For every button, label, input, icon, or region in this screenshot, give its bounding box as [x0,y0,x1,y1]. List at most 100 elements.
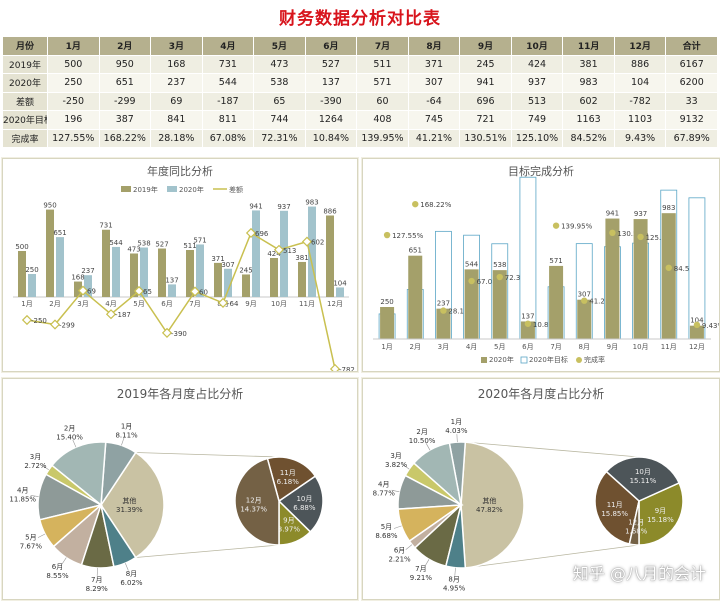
x-tick-label: 2月 [49,300,60,308]
diff-label: 69 [87,288,96,296]
slice-label-name: 5月 [25,533,36,541]
diff-label: -64 [227,300,239,308]
header-cell: 4月 [201,36,255,56]
sub-slice-label-pct: 15.11% [630,477,657,485]
table-cell: 387 [98,110,152,130]
x-tick-label: 8月 [579,343,590,351]
rate-label: 84.52% [674,265,701,273]
sub-pie-slice [638,481,684,546]
table-cell: 33 [665,91,718,111]
target-chart-panel: 目标完成分析 250 127.55% 1月 651 168.22% 2月 237 28.18%… [362,158,720,372]
connector-line [135,452,280,458]
table-row: 2019年 500 950 168 731 473 527 511 371 24… [2,54,718,74]
bar-2020 [56,237,64,297]
bar-label-2019: 424 [267,250,281,258]
leader-line [121,437,125,446]
table-cell: 602 [562,91,615,111]
slice-label-pct: 6.02% [120,579,143,587]
actual-bar-label: 237 [437,300,450,308]
table-cell: 1264 [304,110,358,130]
actual-bar-label: 104 [690,317,704,325]
bar-2019 [74,281,82,297]
slice-label-name: 8月 [126,570,137,578]
bar-label-2019: 371 [211,255,224,263]
table-cell: 9132 [665,110,718,130]
table-row: 差额 -250 -299 69 -187 65 -390 60 -64 696 … [2,91,718,111]
slice-label-pct: 3.82% [385,461,408,469]
table-cell: 811 [201,110,255,130]
slice-label-pct: 10.50% [409,437,436,445]
diff-marker [245,227,257,239]
table-cell: 6200 [665,73,718,93]
x-tick-label: 9月 [245,300,256,308]
slice-label-name: 3月 [390,452,401,460]
header-cell: 8月 [407,36,461,56]
watermark: 知乎 @八月的会计 [572,564,706,583]
actual-bar-label: 571 [549,257,562,265]
diff-label: -390 [171,330,187,338]
table-cell: -390 [304,91,358,111]
table-cell: 125.10% [510,128,564,148]
table-cell: 307 [407,73,461,93]
slice-label-pct: 15.40% [56,434,83,442]
bar-label-2019: 950 [43,202,56,210]
x-tick-label: 6月 [522,343,533,351]
row-label: 差额 [2,91,48,111]
slice-label-pct: 7.67% [20,542,43,550]
table-cell: 500 [47,54,100,74]
rate-marker [440,307,447,314]
slice-label-name: 7月 [91,576,102,584]
sub-slice-label-name: 12月 [246,496,262,504]
header-cell: 2月 [98,36,152,56]
rate-marker [552,222,560,229]
pie-2019-title: 2019年各月度占比分析 [116,387,244,401]
actual-bar-label: 941 [606,210,619,218]
bar-label-2020: 937 [277,203,290,211]
slice-label-pct: 8.68% [375,532,398,540]
table-cell: 72.31% [253,128,306,148]
leader-line [37,533,46,538]
header-cell: 6月 [304,36,358,56]
bar-2020 [28,274,36,297]
sub-slice-label-pct: 1.68% [625,527,648,535]
sub-slice-label-name: 10月 [296,495,312,503]
actual-bar [436,308,451,339]
table-cell: 749 [510,110,564,130]
bar-label-2020: 983 [305,199,318,207]
legend-swatch-2020 [167,186,177,192]
rate-marker [496,273,503,281]
slice-label-name: 3月 [30,453,41,461]
actual-bar-label: 307 [578,291,591,299]
rate-label: 67.08% [477,278,504,286]
legend-label-2020: 2020年 [179,185,204,194]
bar-2019 [298,261,306,297]
connector-line [135,544,280,558]
actual-bar [577,299,592,339]
bar-label-2019: 527 [155,241,168,249]
table-cell: 511 [356,54,409,74]
table-cell: 424 [510,54,564,74]
bar-label-2020: 307 [221,261,234,269]
leader-line [41,465,49,471]
diff-marker [329,363,341,371]
table-cell: 721 [459,110,512,130]
rate-label: 41.21% [589,298,616,306]
x-tick-label: 12月 [327,300,343,308]
table-cell: 6167 [665,54,718,74]
bar-label-2019: 500 [15,243,28,251]
bar-2020 [252,210,260,297]
finance-table: 月份 1月 2月 3月 4月 5月 6月 7月 8月 9月 10月 11月 12… [2,36,718,148]
sub-pie-slice [628,500,640,546]
bar-2019 [46,209,54,297]
sub-slice-label-name: 11月 [607,501,623,509]
actual-bar-label: 544 [465,260,479,268]
table-cell: 168 [150,54,203,74]
diff-label: -782 [339,366,355,371]
sub-pie-slice [277,475,324,533]
slice-label-name: 其他 [122,496,136,505]
leader-line [425,443,431,451]
row-label: 2019年 [2,54,48,74]
x-tick-label: 11月 [661,343,677,351]
bar-label-2019: 245 [239,266,252,274]
diff-marker [77,285,89,296]
